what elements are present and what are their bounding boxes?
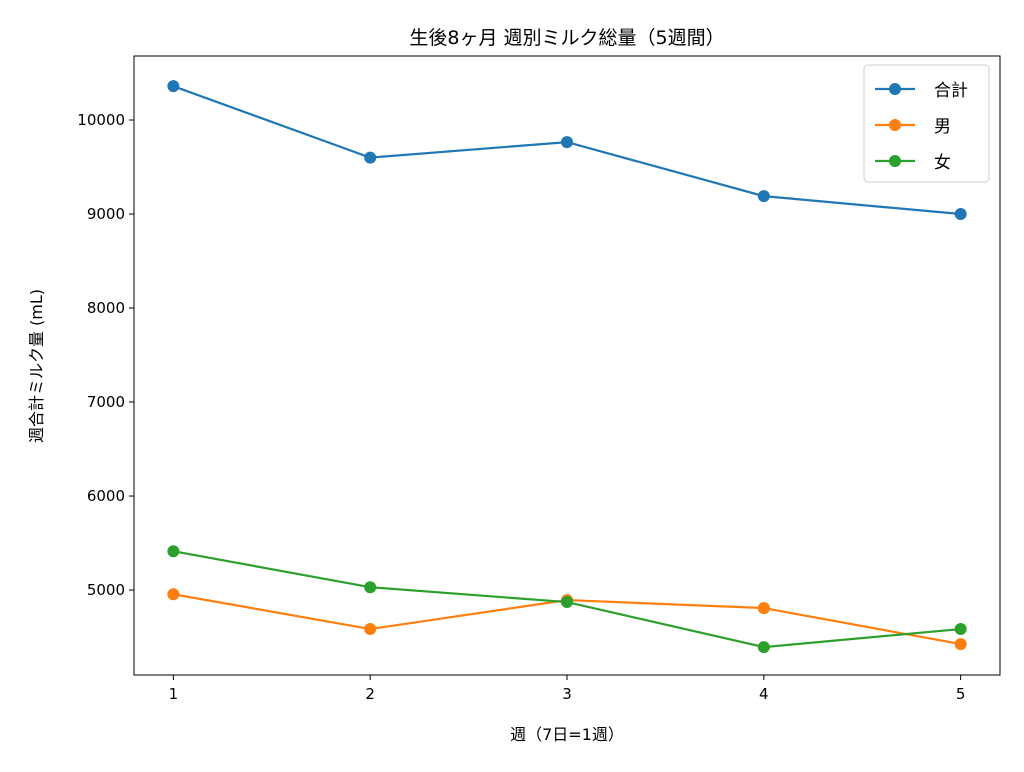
data-point xyxy=(167,588,180,601)
data-point xyxy=(167,80,180,93)
data-point xyxy=(954,208,967,221)
y-tick-label: 5000 xyxy=(87,581,125,599)
data-point xyxy=(954,638,967,651)
y-axis-label: 週合計ミルク量 (mL) xyxy=(27,289,46,443)
series-line-合計 xyxy=(172,85,961,216)
legend-label: 合計 xyxy=(934,81,968,101)
data-point xyxy=(561,596,573,609)
data-point xyxy=(954,623,967,636)
y-tick-label: 6000 xyxy=(87,487,125,505)
data-point xyxy=(364,151,377,164)
legend-box xyxy=(863,64,990,183)
x-tick-label: 2 xyxy=(365,685,375,703)
x-tick-label: 4 xyxy=(759,685,769,703)
y-tick-label: 9000 xyxy=(87,205,125,223)
legend-label: 女 xyxy=(934,153,951,173)
legend-marker xyxy=(889,119,901,131)
y-tick-label: 10000 xyxy=(77,111,125,129)
legend-marker xyxy=(889,155,901,167)
x-tick-label: 5 xyxy=(956,685,966,703)
chart-title: 生後8ヶ月 週別ミルク総量（5週間） xyxy=(409,27,724,49)
data-point xyxy=(364,581,377,594)
x-tick-label: 1 xyxy=(169,685,179,703)
data-point xyxy=(561,136,573,149)
y-tick-label: 8000 xyxy=(87,299,125,317)
data-point xyxy=(757,641,770,654)
data-point xyxy=(757,190,770,203)
data-point xyxy=(167,545,180,558)
data-point xyxy=(364,623,377,636)
legend-label: 男 xyxy=(934,117,951,137)
y-tick-label: 7000 xyxy=(87,393,125,411)
legend-marker xyxy=(889,83,901,95)
x-tick-label: 3 xyxy=(562,685,572,703)
x-axis-label: 週（7日=1週） xyxy=(510,725,624,744)
data-point xyxy=(757,602,770,615)
